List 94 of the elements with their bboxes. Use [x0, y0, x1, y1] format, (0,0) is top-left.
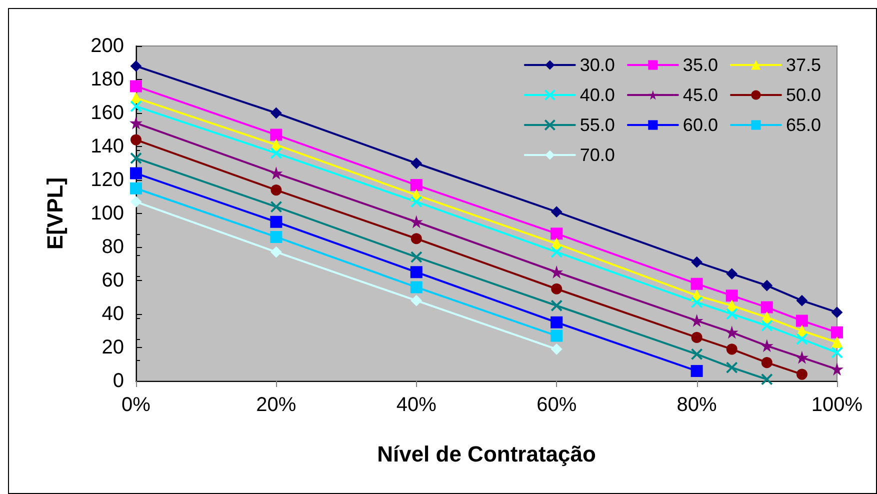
point — [690, 348, 703, 360]
point — [761, 357, 772, 368]
point — [130, 182, 142, 194]
point — [130, 60, 142, 72]
x-axis-title: Nível de Contratação — [377, 442, 596, 466]
legend-label: 35.0 — [682, 55, 718, 75]
point — [270, 246, 282, 258]
x-tick-label: 80% — [676, 394, 718, 416]
point — [726, 268, 738, 280]
point — [551, 266, 562, 278]
legend-label: 55.0 — [580, 115, 615, 135]
point — [690, 278, 703, 290]
point — [690, 364, 703, 377]
y-tick-label: 100 — [90, 202, 124, 224]
point — [831, 326, 843, 338]
point — [270, 147, 282, 160]
point — [796, 295, 808, 306]
y-tick-label: 60 — [102, 270, 124, 292]
x-tick-label: 100% — [811, 394, 863, 416]
legend-label: 60.0 — [682, 115, 718, 135]
y-tick-label: 180 — [90, 68, 124, 90]
y-tick-label: 200 — [90, 35, 124, 57]
point — [796, 352, 808, 364]
point — [410, 266, 422, 278]
y-tick-label: 0 — [112, 370, 124, 392]
point — [760, 320, 773, 332]
point — [130, 152, 142, 164]
point — [832, 336, 842, 348]
point — [551, 283, 562, 294]
point — [832, 306, 842, 318]
point — [270, 184, 282, 196]
point — [832, 364, 842, 375]
point — [410, 251, 422, 264]
legend-label: 30.0 — [580, 55, 615, 75]
point — [831, 346, 843, 359]
point — [550, 300, 563, 312]
legend-label: 37.5 — [786, 55, 822, 75]
point — [410, 216, 422, 228]
point — [270, 168, 282, 179]
legend-label: 65.0 — [786, 115, 822, 135]
point — [410, 158, 422, 169]
y-tick-label: 160 — [90, 102, 124, 124]
point — [270, 230, 282, 243]
point — [551, 206, 562, 218]
point — [270, 128, 282, 141]
point — [796, 368, 808, 380]
point — [550, 228, 563, 240]
point — [726, 362, 738, 374]
point — [410, 233, 422, 244]
point — [410, 179, 422, 192]
x-tick-label: 0% — [122, 394, 151, 416]
point — [551, 344, 562, 355]
point — [691, 256, 702, 268]
point — [796, 314, 808, 327]
point — [130, 118, 142, 129]
point — [760, 301, 773, 314]
point — [690, 296, 703, 308]
point — [550, 316, 563, 328]
point — [691, 315, 702, 326]
point — [726, 344, 738, 355]
point — [130, 100, 142, 112]
point — [691, 332, 702, 343]
point — [130, 80, 142, 92]
point — [761, 340, 772, 352]
point — [760, 373, 773, 386]
point — [270, 200, 282, 213]
point — [130, 196, 142, 208]
point — [726, 290, 738, 302]
y-tick-label: 80 — [102, 236, 124, 258]
point — [410, 196, 422, 208]
legend-label: 40.0 — [580, 85, 615, 105]
legend-label: 70.0 — [580, 145, 615, 165]
x-tick-label: 60% — [536, 394, 577, 416]
point — [726, 326, 738, 338]
x-tick-label: 20% — [256, 394, 296, 416]
y-tick-label: 20 — [102, 336, 124, 358]
y-tick-label: 140 — [90, 136, 124, 158]
point — [270, 108, 282, 118]
point — [796, 333, 808, 346]
y-tick-label: 120 — [90, 169, 124, 191]
legend-label: 50.0 — [786, 85, 822, 105]
point — [726, 308, 738, 320]
point — [130, 134, 142, 146]
point — [270, 216, 282, 228]
x-tick-label: 40% — [396, 394, 437, 416]
point — [410, 281, 422, 294]
point — [410, 295, 422, 306]
y-tick-label: 40 — [102, 303, 124, 325]
point — [130, 167, 142, 180]
point — [550, 246, 563, 258]
point — [761, 280, 772, 292]
y-axis-title: E[VPL] — [42, 177, 68, 250]
point — [550, 330, 563, 342]
legend-label: 45.0 — [682, 85, 718, 105]
